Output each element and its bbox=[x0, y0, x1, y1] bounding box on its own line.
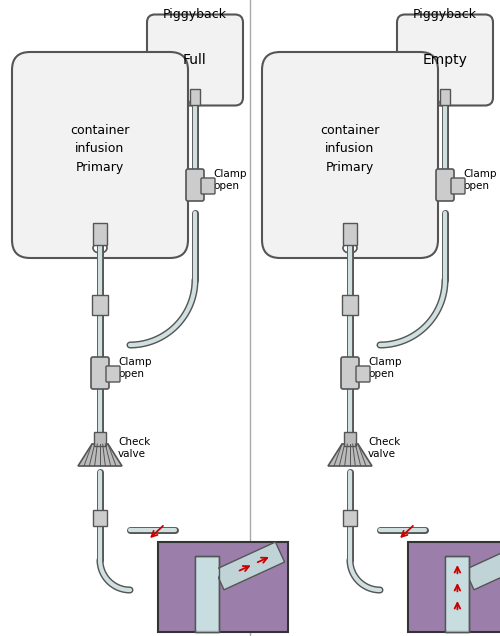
Ellipse shape bbox=[440, 99, 450, 106]
Bar bbox=[344, 432, 356, 446]
Text: Piggyback: Piggyback bbox=[163, 8, 227, 21]
Text: Clamp
open: Clamp open bbox=[118, 357, 152, 379]
FancyBboxPatch shape bbox=[356, 366, 370, 382]
Polygon shape bbox=[78, 444, 122, 466]
Bar bbox=[446, 558, 468, 630]
Polygon shape bbox=[328, 444, 372, 466]
Polygon shape bbox=[465, 542, 500, 590]
Bar bbox=[408, 542, 500, 632]
FancyBboxPatch shape bbox=[397, 15, 493, 106]
Bar bbox=[190, 89, 200, 105]
Bar bbox=[92, 295, 108, 315]
FancyBboxPatch shape bbox=[341, 357, 359, 389]
Ellipse shape bbox=[93, 243, 107, 253]
Ellipse shape bbox=[343, 243, 357, 253]
Bar bbox=[158, 542, 288, 632]
Text: Clamp
open: Clamp open bbox=[368, 357, 402, 379]
Bar bbox=[93, 223, 107, 245]
Text: Primary: Primary bbox=[326, 160, 374, 174]
FancyBboxPatch shape bbox=[262, 52, 438, 258]
FancyBboxPatch shape bbox=[106, 366, 120, 382]
Bar bbox=[342, 295, 358, 315]
Text: container: container bbox=[70, 125, 130, 137]
Text: Clamp
open: Clamp open bbox=[213, 169, 246, 191]
Bar bbox=[93, 510, 107, 526]
Bar bbox=[440, 89, 450, 105]
Bar bbox=[196, 558, 218, 630]
Bar bbox=[446, 555, 469, 632]
Text: Primary: Primary bbox=[76, 160, 124, 174]
Text: Clamp
open: Clamp open bbox=[463, 169, 496, 191]
Polygon shape bbox=[215, 542, 284, 590]
Text: infusion: infusion bbox=[76, 142, 124, 155]
FancyBboxPatch shape bbox=[147, 15, 243, 106]
FancyBboxPatch shape bbox=[201, 178, 215, 194]
FancyBboxPatch shape bbox=[91, 357, 109, 389]
Ellipse shape bbox=[190, 99, 200, 106]
Bar bbox=[343, 510, 357, 526]
Bar bbox=[446, 555, 469, 632]
FancyBboxPatch shape bbox=[12, 52, 188, 258]
Text: Empty: Empty bbox=[422, 53, 468, 67]
Bar bbox=[94, 432, 106, 446]
Text: Piggyback: Piggyback bbox=[413, 8, 477, 21]
Text: infusion: infusion bbox=[326, 142, 374, 155]
Text: Full: Full bbox=[183, 53, 207, 67]
FancyBboxPatch shape bbox=[436, 169, 454, 201]
FancyBboxPatch shape bbox=[451, 178, 465, 194]
Bar bbox=[196, 555, 220, 632]
Text: Check
valve: Check valve bbox=[368, 437, 400, 459]
Text: Check
valve: Check valve bbox=[118, 437, 150, 459]
FancyBboxPatch shape bbox=[186, 169, 204, 201]
Bar bbox=[343, 223, 357, 245]
Text: container: container bbox=[320, 125, 380, 137]
Bar bbox=[196, 555, 220, 632]
